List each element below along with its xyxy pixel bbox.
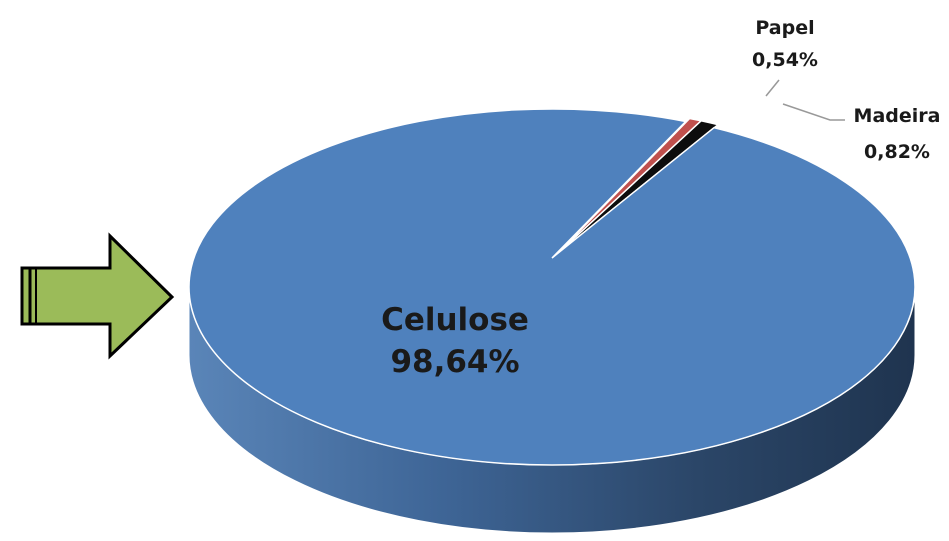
madeira-name-label: Madeira: [854, 105, 941, 127]
pie-slices: [188, 108, 916, 466]
pie-slice-celulose: [188, 108, 916, 466]
papel-name-label: Papel: [755, 17, 814, 39]
celulose-name-label: Celulose: [381, 302, 529, 338]
papel-leader-line: [765, 79, 780, 97]
pie-slice-papel: [555, 117, 703, 256]
celulose-value-label: 98,64%: [390, 344, 519, 380]
papel-value-label: 0,54%: [752, 49, 818, 71]
madeira-leader-line: [782, 103, 845, 121]
madeira-value-label: 0,82%: [864, 141, 930, 163]
pointer-arrow-icon: [20, 232, 175, 360]
